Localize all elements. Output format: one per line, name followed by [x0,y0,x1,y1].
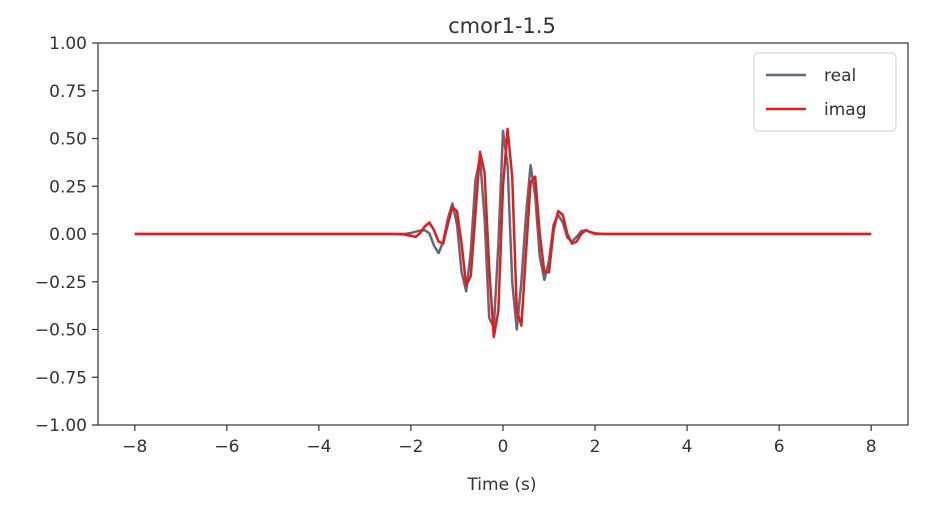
y-tick-label: −1.00 [35,416,87,436]
x-axis-label: Time (s) [466,475,536,495]
x-tick-label: −4 [306,437,331,457]
legend: real imag [753,52,897,132]
y-tick-label: 0.50 [49,130,87,150]
chart-title: cmor1-1.5 [448,14,556,38]
y-tick-label: −0.25 [35,273,87,293]
x-tick-label: −8 [122,437,147,457]
plot-area: −8 −6 −4 −2 0 2 4 6 8 1.00 0.75 0.50 0.25 0.00 −0.25 −… [35,34,909,457]
x-tick-label: 4 [682,437,693,457]
series-line-imag [134,127,872,339]
y-tick-label: 0.75 [49,82,87,102]
x-tick-label: 6 [774,437,785,457]
x-tick-label: 8 [866,437,877,457]
y-tick-label: 0.00 [49,225,87,245]
legend-label-real: real [824,66,856,86]
x-axis: −8 −6 −4 −2 0 2 4 6 8 [122,425,877,457]
legend-label-imag: imag [824,100,867,120]
y-tick-label: 1.00 [49,34,87,54]
x-tick-label: −6 [214,437,239,457]
y-tick-label: −0.50 [35,321,87,341]
series-lines [134,127,872,339]
y-tick-label: −0.75 [35,368,87,388]
legend-box [753,52,897,132]
x-tick-label: 0 [498,437,509,457]
x-tick-label: −2 [398,437,423,457]
y-axis: 1.00 0.75 0.50 0.25 0.00 −0.25 −0.50 −0.75 −1.00 [35,34,98,436]
y-tick-label: 0.25 [49,177,87,197]
series-line-real [134,129,872,331]
x-tick-label: 2 [590,437,601,457]
